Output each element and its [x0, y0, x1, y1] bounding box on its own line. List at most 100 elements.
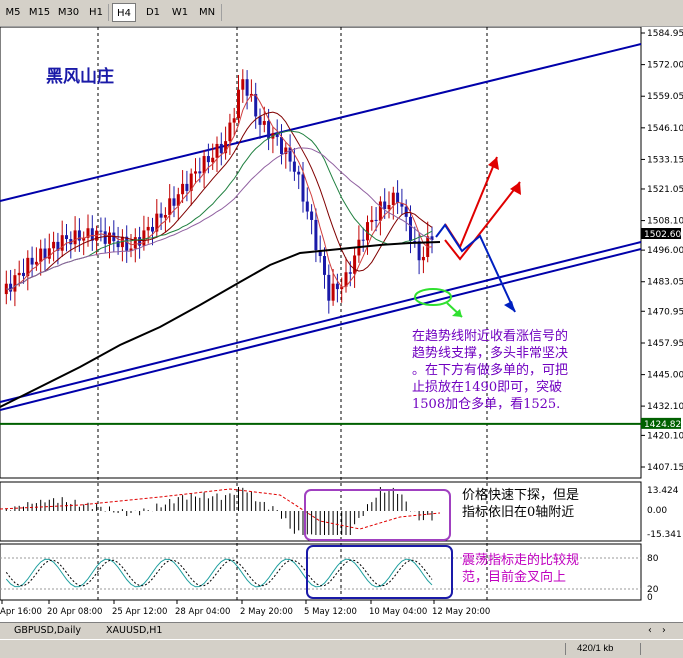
- candle-body: [56, 241, 60, 251]
- candle-body: [43, 248, 47, 259]
- annotation-main-line: 。在下方有做多单的，可把: [412, 362, 568, 378]
- timeframe-h1-button[interactable]: H1: [89, 7, 103, 18]
- annotation-stoch-line: 范，目前金叉向上: [462, 569, 566, 585]
- candlesticks: [4, 69, 434, 314]
- chart-tab[interactable]: GBPUSD,Daily: [14, 625, 81, 636]
- candle-body: [224, 141, 228, 154]
- current-price-box: [641, 228, 681, 240]
- candle-body: [138, 237, 142, 246]
- macd-highlight-box: [304, 489, 451, 541]
- candle-body: [262, 121, 266, 125]
- line-price-value: 1424.82: [644, 420, 681, 430]
- price-axis-label: 1470.95: [647, 307, 683, 317]
- date-axis-label: 12 May 20:00: [432, 607, 490, 617]
- candle-body: [206, 156, 210, 163]
- candle-body: [86, 228, 90, 238]
- timeframe-m15-button[interactable]: M15: [28, 7, 51, 18]
- chart-watermark: 黑风山庄: [46, 66, 114, 87]
- candle-body: [4, 283, 8, 295]
- candle-body: [378, 201, 382, 221]
- candle-body: [215, 143, 219, 158]
- candle-body: [404, 206, 408, 217]
- candle-body: [65, 235, 68, 240]
- candle-body: [47, 248, 51, 259]
- timeframe-d1-button[interactable]: D1: [145, 7, 161, 18]
- candle-body: [142, 230, 146, 246]
- status-cell: [640, 643, 681, 655]
- ma-fast-line: [6, 94, 433, 291]
- candle-body: [391, 192, 395, 206]
- stoch-main-line: [5, 558, 433, 588]
- annotation-main-line: 1508加仓多单，看1525.: [412, 396, 560, 412]
- timeframe-m30-button[interactable]: M30: [57, 7, 80, 18]
- candle-body: [383, 201, 387, 210]
- tab-scroll-left-icon[interactable]: ‹: [648, 625, 652, 636]
- timeframe-w1-button[interactable]: W1: [171, 7, 189, 18]
- candle-body: [189, 173, 193, 191]
- date-axis-label: 2 May 20:00: [240, 607, 293, 617]
- candle-body: [13, 275, 17, 292]
- chart-window[interactable]: 1584.95 1572.00 1559.05 1546.10 1533.15 1521.…: [0, 27, 683, 637]
- toolbar-separator: [221, 4, 222, 21]
- candle-body: [258, 116, 262, 125]
- candle-body: [202, 156, 206, 174]
- ma-slower-line: [6, 147, 433, 291]
- main-plot-frame: [0, 27, 642, 479]
- price-axis-label: 1420.10: [647, 431, 683, 441]
- annotation-macd-line: 指标依旧在0轴附近: [462, 505, 574, 520]
- date-axis-label: Apr 16:00: [0, 607, 42, 617]
- candle-body: [168, 198, 172, 215]
- price-axis-label: 1584.95: [647, 29, 683, 39]
- price-axis-label: 1546.10: [647, 124, 683, 134]
- candle-body: [400, 202, 404, 207]
- date-axis-label: 28 Apr 04:00: [175, 607, 230, 617]
- macd-signal-line: [0, 488, 441, 530]
- candle-body: [241, 79, 245, 90]
- tab-scroll-right-icon[interactable]: ›: [662, 625, 666, 636]
- timeframe-mn-button[interactable]: MN: [198, 7, 216, 18]
- candle-body: [292, 161, 296, 172]
- candle-body: [413, 241, 417, 243]
- arrow-head-red: [510, 182, 521, 195]
- date-axis-label: 25 Apr 12:00: [112, 607, 167, 617]
- timeframe-toolbar: M5 M15 M30 H1 H4 D1 W1 MN: [0, 0, 683, 27]
- candle-body: [133, 237, 137, 249]
- price-axis-label: 1432.10: [647, 402, 683, 412]
- forecast-arrow-red: [444, 181, 521, 261]
- candle-body: [310, 211, 314, 220]
- candle-body: [219, 143, 223, 154]
- candle-body: [353, 255, 357, 274]
- traffic-status: 420/1 kb: [577, 643, 614, 654]
- annotation-main-line: 止损放在1490即可，突破: [412, 379, 562, 395]
- timeframe-m5-button[interactable]: M5: [5, 7, 21, 18]
- candle-body: [39, 248, 43, 262]
- price-axis-label: 1508.10: [647, 217, 683, 227]
- timeframe-h4-button[interactable]: H4: [112, 3, 136, 22]
- candle-body: [237, 89, 240, 119]
- macd-axis-label: 13.424: [647, 486, 679, 496]
- support-highlight-ellipse: [414, 288, 452, 306]
- status-cell: [565, 643, 636, 655]
- candle-body: [280, 137, 283, 155]
- candle-body: [314, 219, 318, 251]
- macd-axis-label: 0.00: [647, 506, 667, 516]
- candle-body: [163, 214, 167, 218]
- candle-body: [335, 283, 339, 290]
- stoch-axis-label: 20: [647, 585, 659, 595]
- chart-tab[interactable]: XAUUSD,H1: [106, 625, 163, 636]
- ma-long-black-line: [0, 241, 441, 408]
- candle-body: [396, 192, 400, 203]
- candle-body: [125, 236, 129, 251]
- candle-body: [159, 213, 163, 218]
- price-axis-label: 1445.00: [647, 371, 683, 381]
- candle-body: [409, 216, 412, 242]
- stochastic-plot-frame: [0, 543, 642, 601]
- price-chart[interactable]: 1584.95 1572.00 1559.05 1546.10 1533.15 1521.…: [0, 27, 683, 637]
- line-price-box: [641, 417, 681, 429]
- annotation-stoch-line: 震荡指标走的比较规: [462, 552, 579, 568]
- candle-body: [421, 256, 425, 261]
- macd-histogram: [5, 487, 433, 535]
- date-axis-label: 10 May 04:00: [369, 607, 427, 617]
- price-axis-label: 1483.05: [647, 278, 683, 288]
- annotation-main-line: 在趋势线附近收看涨信号的: [412, 328, 568, 344]
